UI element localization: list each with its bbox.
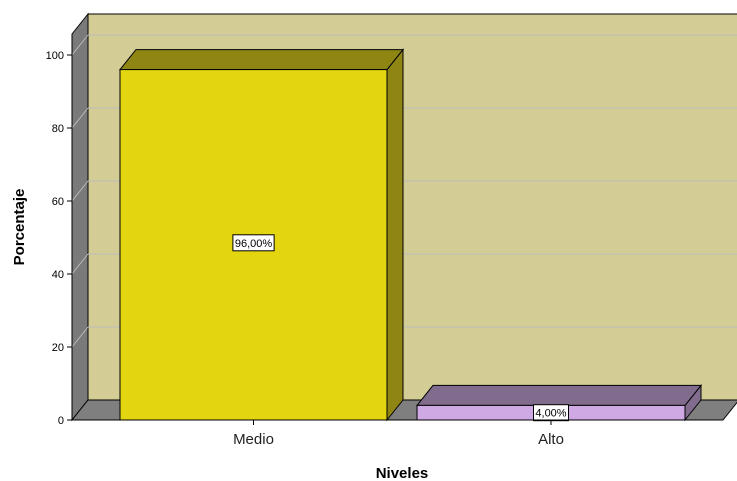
bar-medio: 96,00% — [118, 48, 405, 422]
gridline-side — [71, 180, 89, 202]
gridline-side — [71, 107, 89, 129]
gridline-side — [71, 34, 89, 56]
y-tick-label: 40 — [52, 269, 64, 281]
data-label-text: 4,00% — [535, 408, 566, 420]
y-axis-title: Porcentaje — [11, 189, 28, 266]
data-label: 96,00% — [232, 234, 275, 252]
bar-top — [118, 49, 405, 71]
bar-side — [386, 48, 404, 422]
y-tick-label: 20 — [52, 342, 64, 354]
gridline-side — [71, 253, 89, 275]
y-tick-label: 100 — [46, 50, 64, 62]
bar-alto: 4,00% — [415, 383, 703, 422]
y-tick-label: 0 — [58, 415, 64, 427]
y-tick-label: 60 — [52, 196, 64, 208]
bar-top — [415, 384, 703, 406]
data-label-box — [232, 234, 275, 252]
bars: 96,00% 4,00% — [118, 48, 703, 422]
y-tick-label: 80 — [52, 123, 64, 135]
x-axis-ticks: Medio Alto — [233, 420, 564, 448]
gridline-side — [71, 326, 89, 348]
x-axis-title: Niveles — [376, 465, 429, 481]
data-label: 4,00% — [533, 404, 569, 422]
x-tick-label: Alto — [538, 431, 564, 448]
y-axis-ticks: 0 20 40 60 80 100 — [46, 50, 72, 427]
data-label-text: 96,00% — [235, 238, 273, 250]
chart-left-wall — [71, 12, 89, 422]
x-tick-label: Medio — [233, 431, 274, 448]
